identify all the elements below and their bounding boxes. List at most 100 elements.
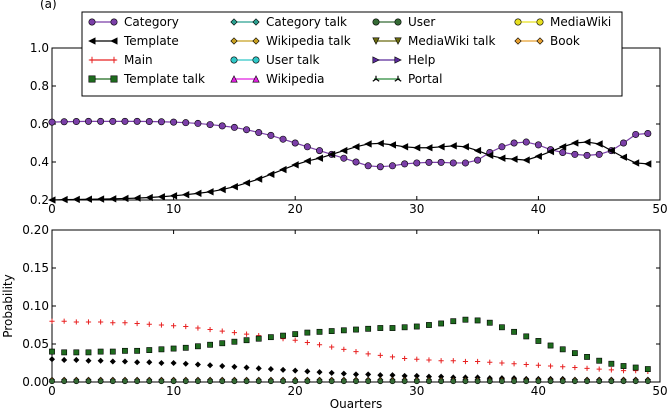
data-point — [279, 165, 287, 174]
legend-marker — [372, 18, 380, 26]
data-point — [169, 192, 178, 200]
data-point — [158, 346, 165, 353]
data-point — [98, 319, 104, 325]
data-point — [644, 378, 651, 385]
data-point — [316, 147, 324, 155]
data-point — [134, 378, 141, 385]
legend-marker — [372, 37, 380, 45]
data-point — [145, 193, 153, 202]
x-tick-label: 40 — [531, 384, 546, 398]
data-point — [170, 378, 177, 385]
data-point — [401, 378, 408, 385]
data-point — [340, 370, 347, 377]
data-point — [401, 160, 409, 168]
legend-label: Wikipedia talk — [266, 34, 351, 48]
data-point — [632, 130, 640, 138]
data-point — [510, 139, 518, 147]
data-point — [584, 354, 590, 360]
data-point — [450, 378, 457, 385]
x-tick-label: 30 — [409, 384, 424, 398]
data-point — [558, 143, 567, 151]
series-category-talk — [48, 356, 651, 383]
data-point — [620, 139, 628, 147]
data-point — [267, 366, 274, 373]
data-point — [644, 366, 651, 372]
data-point — [437, 158, 445, 166]
data-point — [207, 341, 213, 348]
data-point — [279, 135, 287, 143]
data-point — [584, 378, 590, 385]
data-point — [304, 329, 311, 336]
x-tick-label: 10 — [166, 202, 181, 216]
data-point — [85, 357, 92, 364]
data-point — [121, 358, 128, 365]
data-point — [498, 154, 506, 162]
data-point — [219, 363, 226, 370]
data-point — [522, 156, 530, 164]
data-point — [291, 161, 299, 169]
legend-label: Template — [123, 34, 179, 48]
data-point — [583, 151, 591, 159]
data-point — [485, 151, 494, 160]
data-point — [280, 366, 287, 373]
data-point — [523, 378, 530, 385]
legend-label: Book — [550, 34, 580, 48]
data-point — [365, 378, 372, 385]
data-point — [328, 369, 335, 376]
data-point — [134, 359, 141, 366]
legend-marker — [230, 75, 238, 83]
data-point — [596, 378, 603, 385]
data-point — [437, 143, 445, 151]
legend-marker — [252, 18, 260, 26]
data-point — [535, 362, 541, 368]
data-point — [620, 363, 627, 369]
data-point — [243, 364, 250, 371]
legend-label: Help — [408, 53, 435, 67]
data-point — [340, 154, 348, 162]
data-point — [61, 356, 68, 363]
data-point — [450, 318, 457, 325]
data-point — [522, 138, 530, 146]
data-point — [511, 328, 517, 335]
data-point — [292, 331, 299, 338]
legend-label: User — [408, 15, 435, 29]
x-tick-label: 20 — [288, 384, 303, 398]
data-point — [145, 118, 153, 126]
data-point — [499, 324, 505, 331]
legend-entry: Wikipedia talk — [230, 34, 351, 48]
data-point — [426, 357, 432, 363]
data-point — [426, 378, 432, 385]
y-tick-label: 1.0 — [30, 41, 49, 55]
data-point — [157, 193, 165, 201]
data-point — [475, 358, 481, 365]
data-point — [158, 378, 165, 385]
legend-entry: MediaWiki talk — [372, 34, 495, 48]
data-point — [412, 144, 421, 152]
data-point — [426, 322, 432, 328]
data-point — [303, 143, 311, 151]
data-point — [534, 152, 542, 160]
data-point — [596, 366, 602, 372]
legend-label: Main — [124, 53, 153, 67]
legend-marker — [394, 37, 402, 45]
data-point — [182, 344, 189, 351]
legend-entry: User talk — [230, 53, 320, 67]
data-point — [425, 158, 433, 166]
data-point — [329, 344, 335, 350]
data-point — [438, 358, 444, 364]
data-point — [413, 323, 420, 330]
top-chart-panel: 0 10 20 30 40 50 0.2 0.4 0.6 0.8 1.0 — [30, 41, 668, 216]
data-point — [316, 369, 323, 376]
series-line — [51, 141, 648, 201]
x-axis-label: Quarters — [330, 397, 383, 408]
y-tick-label: 0.8 — [30, 79, 49, 93]
data-point — [353, 326, 359, 333]
data-point — [230, 123, 238, 131]
data-point — [486, 319, 493, 326]
data-point — [316, 342, 323, 348]
data-point — [559, 378, 566, 385]
data-point — [461, 159, 469, 167]
data-point — [450, 358, 456, 364]
data-point — [134, 320, 140, 327]
